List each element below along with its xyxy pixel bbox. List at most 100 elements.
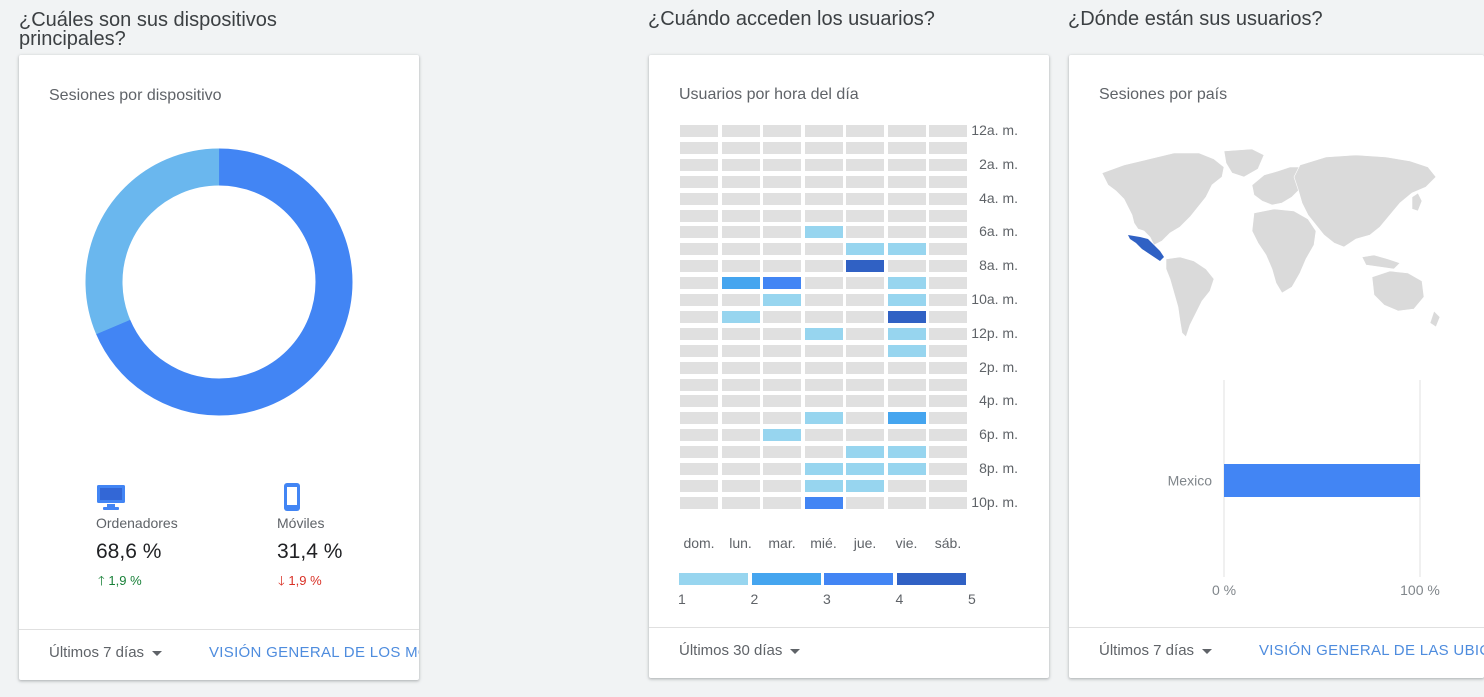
heatmap-cell[interactable] bbox=[887, 226, 926, 239]
heatmap-cell[interactable] bbox=[721, 209, 760, 222]
locations-overview-link[interactable]: VISIÓN GENERAL DE LAS UBICACIONES bbox=[1259, 642, 1484, 659]
heatmap-cell[interactable] bbox=[763, 175, 801, 188]
heatmap-cell[interactable] bbox=[721, 446, 760, 459]
heatmap-cell[interactable] bbox=[846, 479, 884, 492]
heatmap-cell[interactable] bbox=[680, 192, 718, 205]
heatmap-cell[interactable] bbox=[929, 277, 967, 290]
heatmap-cell[interactable] bbox=[763, 192, 801, 205]
heatmap-cell[interactable] bbox=[763, 226, 801, 239]
heatmap-cell[interactable] bbox=[804, 429, 843, 442]
heatmap-cell[interactable] bbox=[763, 412, 801, 425]
heatmap-cell[interactable] bbox=[721, 243, 760, 256]
heatmap-cell[interactable] bbox=[846, 158, 884, 171]
heatmap-cell[interactable] bbox=[929, 344, 967, 357]
heatmap-cell[interactable] bbox=[887, 243, 926, 256]
heatmap-cell[interactable] bbox=[929, 378, 967, 391]
heatmap-cell[interactable] bbox=[680, 395, 718, 408]
heatmap-cell[interactable] bbox=[887, 277, 926, 290]
heatmap-cell[interactable] bbox=[721, 463, 760, 475]
heatmap-cell[interactable] bbox=[846, 175, 884, 188]
heatmap-cell[interactable] bbox=[846, 446, 884, 459]
heatmap-cell[interactable] bbox=[763, 395, 801, 408]
heatmap-cell[interactable] bbox=[721, 327, 760, 340]
heatmap-cell[interactable] bbox=[929, 226, 967, 239]
heatmap-cell[interactable] bbox=[887, 429, 926, 442]
heatmap-cell[interactable] bbox=[929, 141, 967, 154]
heatmap-cell[interactable] bbox=[680, 310, 718, 323]
heatmap-cell[interactable] bbox=[763, 463, 801, 475]
heatmap-cell[interactable] bbox=[680, 412, 718, 425]
heatmap-cell[interactable] bbox=[721, 141, 760, 154]
heatmap-cell[interactable] bbox=[804, 361, 843, 374]
heatmap-cell[interactable] bbox=[763, 479, 801, 492]
heatmap-cell[interactable] bbox=[721, 260, 760, 273]
heatmap-cell[interactable] bbox=[887, 479, 926, 492]
heatmap-cell[interactable] bbox=[804, 294, 843, 306]
heatmap-cell[interactable] bbox=[680, 141, 718, 154]
date-range-dropdown[interactable]: Últimos 30 días bbox=[679, 642, 801, 659]
heatmap-cell[interactable] bbox=[887, 192, 926, 205]
heatmap-cell[interactable] bbox=[887, 158, 926, 171]
heatmap-cell[interactable] bbox=[721, 479, 760, 492]
heatmap-cell[interactable] bbox=[721, 294, 760, 306]
heatmap-cell[interactable] bbox=[721, 226, 760, 239]
heatmap-cell[interactable] bbox=[846, 463, 884, 475]
heatmap-cell[interactable] bbox=[929, 463, 967, 475]
heatmap-cell[interactable] bbox=[846, 310, 884, 323]
heatmap-cell[interactable] bbox=[846, 294, 884, 306]
heatmap-cell[interactable] bbox=[804, 446, 843, 459]
heatmap-cell[interactable] bbox=[887, 378, 926, 391]
heatmap-cell[interactable] bbox=[680, 277, 718, 290]
heatmap-cell[interactable] bbox=[763, 125, 801, 137]
heatmap-cell[interactable] bbox=[804, 327, 843, 340]
heatmap-cell[interactable] bbox=[763, 361, 801, 374]
heatmap-cell[interactable] bbox=[887, 327, 926, 340]
heatmap-cell[interactable] bbox=[804, 479, 843, 492]
heatmap-cell[interactable] bbox=[763, 209, 801, 222]
heatmap-cell[interactable] bbox=[804, 260, 843, 273]
heatmap-cell[interactable] bbox=[680, 496, 718, 509]
heatmap-cell[interactable] bbox=[804, 175, 843, 188]
heatmap-cell[interactable] bbox=[846, 192, 884, 205]
heatmap-cell[interactable] bbox=[846, 209, 884, 222]
heatmap-cell[interactable] bbox=[763, 277, 801, 290]
heatmap-cell[interactable] bbox=[721, 192, 760, 205]
heatmap-cell[interactable] bbox=[887, 395, 926, 408]
heatmap-cell[interactable] bbox=[680, 344, 718, 357]
date-range-dropdown[interactable]: Últimos 7 días bbox=[1099, 642, 1213, 659]
mobile-overview-link[interactable]: VISIÓN GENERAL DE LOS MÓVILES bbox=[209, 644, 419, 661]
heatmap-cell[interactable] bbox=[929, 192, 967, 205]
heatmap-cell[interactable] bbox=[929, 429, 967, 442]
heatmap-cell[interactable] bbox=[887, 344, 926, 357]
heatmap-cell[interactable] bbox=[680, 243, 718, 256]
heatmap-cell[interactable] bbox=[929, 125, 967, 137]
heatmap-cell[interactable] bbox=[763, 429, 801, 442]
heatmap-cell[interactable] bbox=[846, 496, 884, 509]
heatmap-cell[interactable] bbox=[804, 463, 843, 475]
heatmap-cell[interactable] bbox=[929, 361, 967, 374]
heatmap-cell[interactable] bbox=[763, 496, 801, 509]
heatmap-cell[interactable] bbox=[680, 463, 718, 475]
heatmap-cell[interactable] bbox=[929, 310, 967, 323]
heatmap-cell[interactable] bbox=[846, 361, 884, 374]
heatmap-cell[interactable] bbox=[929, 395, 967, 408]
heatmap-cell[interactable] bbox=[721, 429, 760, 442]
heatmap-cell[interactable] bbox=[846, 243, 884, 256]
heatmap-cell[interactable] bbox=[804, 209, 843, 222]
heatmap-cell[interactable] bbox=[846, 327, 884, 340]
heatmap-cell[interactable] bbox=[804, 277, 843, 290]
heatmap-cell[interactable] bbox=[721, 310, 760, 323]
heatmap-cell[interactable] bbox=[929, 496, 967, 509]
heatmap-cell[interactable] bbox=[846, 395, 884, 408]
heatmap-cell[interactable] bbox=[929, 479, 967, 492]
heatmap-cell[interactable] bbox=[763, 158, 801, 171]
heatmap-cell[interactable] bbox=[887, 361, 926, 374]
heatmap-cell[interactable] bbox=[887, 446, 926, 459]
heatmap-cell[interactable] bbox=[846, 226, 884, 239]
heatmap-cell[interactable] bbox=[804, 412, 843, 425]
heatmap-cell[interactable] bbox=[680, 209, 718, 222]
heatmap-cell[interactable] bbox=[721, 277, 760, 290]
heatmap-cell[interactable] bbox=[804, 496, 843, 509]
heatmap-cell[interactable] bbox=[721, 496, 760, 509]
heatmap-cell[interactable] bbox=[721, 395, 760, 408]
